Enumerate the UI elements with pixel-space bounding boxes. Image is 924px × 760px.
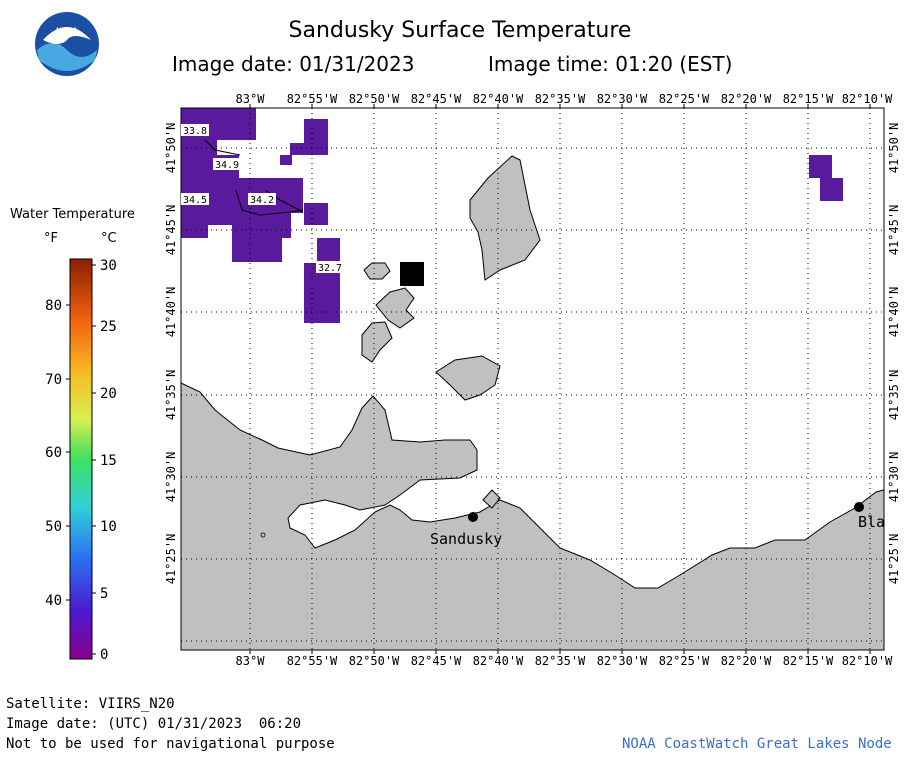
temp-label: 34.2 [250, 195, 274, 206]
lat-label: 41°45'N [887, 205, 901, 256]
utc-date: Image date: (UTC) 01/31/2023 06:20 [6, 716, 302, 732]
lon-label: 82°25'W [659, 654, 710, 668]
disclaimer: Not to be used for navigational purpose [6, 736, 335, 752]
f-tick-60: 60 [45, 445, 62, 461]
f-tick-50: 50 [45, 519, 62, 535]
c-tick-15: 15 [100, 453, 117, 469]
map: 33.8 34.9 34.5 34.2 32.7 83°W 82°55'W 82… [164, 92, 901, 668]
f-tick-40: 40 [45, 593, 62, 609]
lon-label: 82°40'W [473, 92, 524, 106]
island-kelleys-west [363, 262, 391, 280]
c-tick-10: 10 [100, 519, 117, 535]
lon-label: 82°50'W [349, 654, 400, 668]
lat-label: 41°50'N [164, 123, 178, 174]
legend-title: Water Temperature [10, 207, 135, 222]
lat-label: 41°45'N [164, 205, 178, 256]
lon-label: 82°35'W [535, 654, 586, 668]
lat-label: 41°25'N [164, 534, 178, 585]
map-title: Sandusky Surface Temperature [288, 18, 632, 43]
c-tick-0: 0 [100, 647, 108, 663]
c-tick-5: 5 [100, 586, 108, 602]
temp-label: 33.8 [183, 126, 207, 137]
lat-label: 41°30'N [164, 452, 178, 503]
island-bass [375, 287, 415, 329]
no-data-cell [400, 262, 424, 286]
lat-label: 41°35'N [164, 370, 178, 421]
lon-label: 83°W [236, 92, 266, 106]
lon-label: 82°10'W [842, 654, 893, 668]
temp-label: 34.9 [215, 160, 239, 171]
lon-label: 82°20'W [721, 92, 772, 106]
unit-celsius: °C [101, 231, 117, 246]
island-south-bass [435, 355, 501, 401]
lon-label: 82°55'W [287, 654, 338, 668]
city-label-sandusky: Sandusky [430, 530, 502, 548]
lat-label: 41°35'N [887, 370, 901, 421]
c-tick-20: 20 [100, 386, 117, 402]
noaa-logo: NOAA [35, 12, 99, 76]
lat-label: 41°50'N [887, 123, 901, 174]
c-tick-30: 30 [100, 258, 117, 274]
island-pelee [469, 155, 541, 281]
lon-label: 82°40'W [473, 654, 524, 668]
unit-fahrenheit: °F [44, 231, 58, 246]
lon-label: 83°W [236, 654, 266, 668]
lon-label: 82°45'W [411, 92, 462, 106]
map-frame [180, 107, 885, 651]
lon-label: 82°25'W [659, 92, 710, 106]
temp-label: 32.7 [318, 263, 342, 274]
temp-label: 34.5 [183, 195, 207, 206]
graticule [181, 108, 884, 650]
color-scale: 80 70 60 50 40 30 25 20 15 10 5 0 [45, 258, 117, 663]
f-tick-70: 70 [45, 372, 62, 388]
lon-label: 82°20'W [721, 654, 772, 668]
lon-label: 82°15'W [783, 92, 834, 106]
city-marker-bla [854, 502, 864, 512]
lon-label: 82°50'W [349, 92, 400, 106]
lon-label: 82°15'W [783, 654, 834, 668]
satellite-info: Satellite: VIIRS_N20 [6, 696, 175, 712]
f-tick-80: 80 [45, 298, 62, 314]
lat-label: 41°40'N [887, 287, 901, 338]
image-time: Image time: 01:20 (EST) [488, 52, 733, 76]
lon-label: 82°45'W [411, 654, 462, 668]
lon-label: 82°10'W [842, 92, 893, 106]
south-shore-land [180, 382, 885, 651]
lat-label: 41°25'N [887, 534, 901, 585]
lon-label: 82°35'W [535, 92, 586, 106]
lon-label: 82°55'W [287, 92, 338, 106]
islet [260, 532, 266, 538]
c-tick-25: 25 [100, 319, 117, 335]
color-bar [69, 258, 93, 660]
image-date: Image date: 01/31/2023 [172, 52, 415, 76]
credit-link[interactable]: NOAA CoastWatch Great Lakes Node [622, 736, 892, 752]
lon-label: 82°30'W [597, 654, 648, 668]
lat-label: 41°40'N [164, 287, 178, 338]
lon-label: 82°30'W [597, 92, 648, 106]
island-small-diamond [482, 489, 501, 509]
lat-label: 41°30'N [887, 452, 901, 503]
svg-text:NOAA: NOAA [56, 27, 78, 37]
city-marker-sandusky [468, 512, 478, 522]
island-kelleys [361, 321, 393, 363]
city-label-bla: Bla [858, 513, 885, 531]
